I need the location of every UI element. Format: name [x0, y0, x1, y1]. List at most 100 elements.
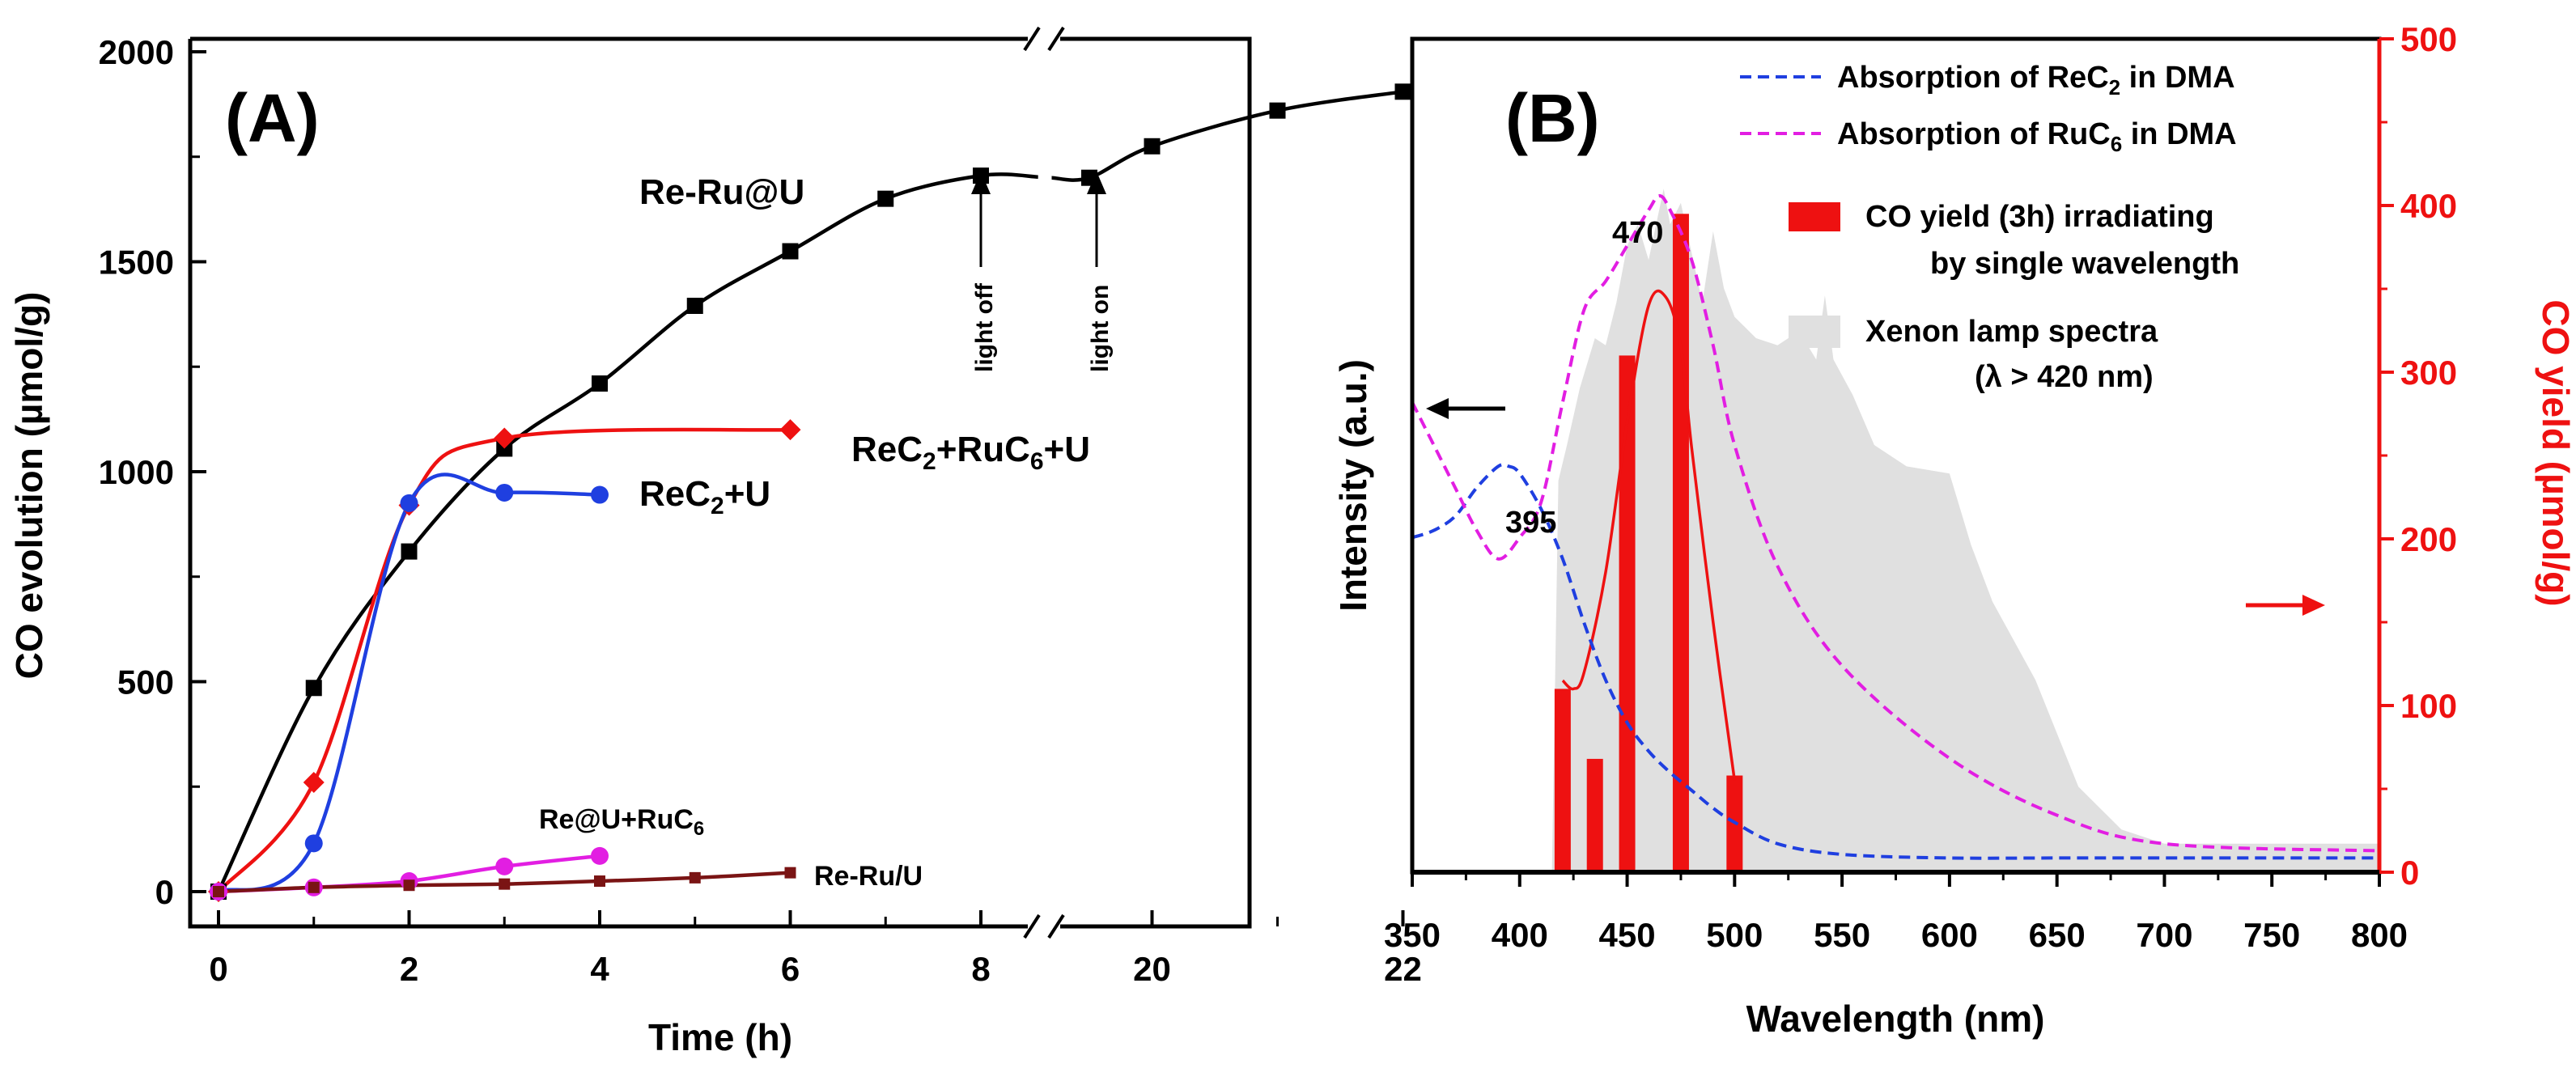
- x-tick-label: 750: [2243, 916, 2300, 954]
- axis-break-label: //: [1044, 35, 1045, 36]
- panel-a-markers: [208, 83, 1411, 902]
- panel-b-ticks: 350 400 450 500 550 600 650 700 750 800 0 100 200 300…: [1384, 20, 2457, 954]
- data-point-re-ru-u: [403, 879, 415, 892]
- right-arrow-icon: [2246, 595, 2325, 616]
- y-tick-label: 1500: [99, 244, 174, 282]
- series-line-re-ru-u: [216, 172, 1038, 892]
- series-label-rec2-ruc6-u: ReC2+RuC6+U: [851, 430, 1090, 475]
- x-tick-label: 800: [2351, 916, 2408, 954]
- data-point-re-ru-u: [1144, 138, 1161, 155]
- panel-b-legend: Absorption of ReC2 in DMA Absorption of …: [1740, 61, 2239, 394]
- panel-b-x-axis-title: Wavelength (nm): [1746, 998, 2045, 1040]
- data-point-re-ru-u: [401, 543, 418, 560]
- legend-swatch-xenon: [1789, 316, 1840, 348]
- legend-label-ruc6: Absorption of RuC6 in DMA: [1837, 117, 2237, 156]
- data-point-re-ru-u: [1269, 102, 1286, 119]
- light-on-label: light on: [1087, 285, 1114, 372]
- series-line-re-ru-u: [1051, 90, 1403, 182]
- panel-b-right-axis-title: CO yield (µmol/g): [2535, 299, 2576, 606]
- x-tick-label: 350: [1384, 916, 1441, 954]
- y-tick-label: 500: [117, 663, 174, 701]
- legend-label-co-yield-2: by single wavelength: [1930, 247, 2239, 281]
- data-point-re-ru-u: [592, 375, 608, 392]
- data-point-re-ru-u: [594, 875, 605, 888]
- panel-b-label: (B): [1505, 80, 1600, 156]
- up-arrow-icon: [1087, 172, 1106, 194]
- legend-label-rec2: Absorption of ReC2 in DMA: [1837, 61, 2235, 100]
- x-tick-label: 550: [1814, 916, 1870, 954]
- panel-a-chart: // 0 500 1000 1500 2000 0 2 4 6 8 20 22 (A) Re-Ru@U…: [8, 26, 1422, 1058]
- right-tick-label: 0: [2400, 854, 2419, 892]
- right-tick-label: 400: [2400, 187, 2457, 225]
- x-tick-label: 2: [400, 950, 418, 988]
- co-yield-bar: [1619, 355, 1636, 872]
- x-tick-label: 6: [781, 950, 800, 988]
- panel-b-chart: 350 400 450 500 550 600 650 700 750 800 0 100 200 300…: [1332, 20, 2576, 1040]
- co-yield-bar: [1672, 214, 1689, 872]
- co-yield-fit-line: [1561, 289, 1737, 781]
- co-yield-fit-curve: [1561, 289, 1737, 781]
- legend-label-co-yield-1: CO yield (3h) irradiating: [1865, 200, 2214, 234]
- data-point-rec2-u: [304, 834, 323, 853]
- right-tick-label: 200: [2400, 520, 2457, 558]
- xenon-spectrum-fill: [1551, 189, 2379, 872]
- up-arrow-icon: [971, 172, 991, 194]
- y-tick-label: 0: [155, 873, 174, 911]
- panel-a-ticks: 0 500 1000 1500 2000 0 2 4 6 8 20 22: [99, 33, 1422, 988]
- absorption-curves: [1411, 193, 2380, 860]
- data-point-re-u-ruc6: [495, 857, 514, 875]
- axis-break-top: //: [1023, 26, 1065, 52]
- data-point-re-ru-u: [782, 243, 799, 260]
- x-tick-label: 500: [1706, 916, 1763, 954]
- data-point-rec2-u: [591, 485, 609, 504]
- light-off-label: light off: [971, 282, 998, 372]
- panel-a-label: (A): [225, 80, 320, 156]
- series-label-re-ru-u: Re-Ru@U: [639, 172, 804, 212]
- data-point-re-ru-u: [305, 680, 322, 697]
- co-yield-bar: [1586, 758, 1603, 872]
- data-point-re-ru-u: [784, 867, 796, 879]
- series-label-rec2-u: ReC2+U: [639, 474, 770, 519]
- x-tick-label: 450: [1599, 916, 1656, 954]
- x-tick-label: 650: [2029, 916, 2086, 954]
- series-label-re-u-ruc6: Re@U+RuC6: [539, 804, 704, 840]
- x-tick-label: 700: [2136, 916, 2192, 954]
- data-point-rec2-ruc6-u: [779, 419, 801, 441]
- light-off-annotation: light off: [971, 172, 998, 372]
- x-tick-label: 0: [209, 950, 227, 988]
- legend-swatch-co-yield: [1789, 202, 1840, 231]
- x-tick-label: 4: [590, 950, 609, 988]
- right-tick-label: 500: [2400, 20, 2457, 58]
- y-tick-label: 1000: [99, 453, 174, 491]
- panel-a-frame: [188, 36, 1252, 929]
- y-tick-label: 2000: [99, 33, 174, 71]
- x-tick-label: 22: [1384, 950, 1422, 988]
- data-point-rec2-ruc6-u: [303, 772, 325, 794]
- right-tick-label: 300: [2400, 354, 2457, 392]
- series-label-re-ru-slash-u: Re-Ru/U: [814, 861, 923, 892]
- right-tick-label: 100: [2400, 687, 2457, 725]
- xenon-spectrum-area: [1551, 189, 2379, 872]
- axis-break-bottom: [1023, 913, 1065, 939]
- data-point-rec2-ruc6-u: [494, 427, 516, 449]
- legend-label-xenon-2: (λ > 420 nm): [1975, 360, 2154, 394]
- peak-label-395: 395: [1505, 506, 1556, 540]
- co-yield-bar: [1554, 689, 1571, 872]
- panel-a-x-axis-title: Time (h): [648, 1016, 792, 1058]
- panel-a-y-axis-title: CO evolution (µmol/g): [8, 292, 50, 680]
- panel-a-series-lines: [216, 90, 1403, 894]
- data-point-re-ru-u: [499, 878, 511, 890]
- data-point-rec2-u: [400, 494, 418, 512]
- left-arrow-icon: [1426, 398, 1505, 419]
- x-tick-label: 600: [1921, 916, 1978, 954]
- x-tick-label: 400: [1492, 916, 1548, 954]
- panel-b-left-axis-title: Intensity (a.u.): [1332, 359, 1374, 612]
- data-point-re-ru-u: [1394, 83, 1411, 100]
- data-point-re-ru-u: [877, 190, 894, 207]
- data-point-rec2-u: [495, 483, 514, 502]
- peak-label-470: 470: [1612, 216, 1663, 250]
- data-point-re-ru-u: [308, 881, 320, 893]
- x-tick-label: 20: [1133, 950, 1171, 988]
- data-point-re-ru-u: [689, 871, 701, 884]
